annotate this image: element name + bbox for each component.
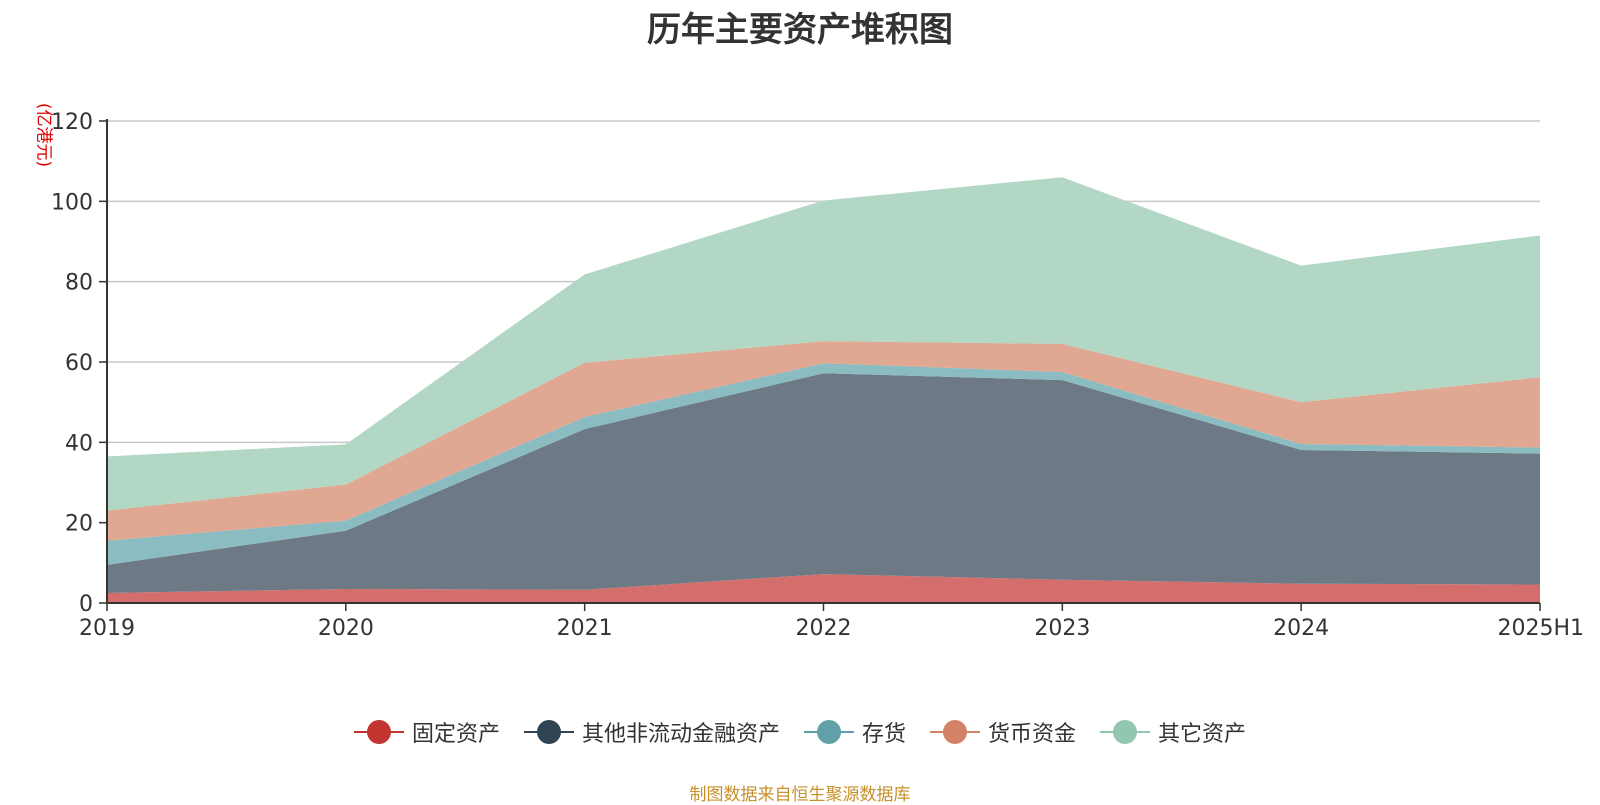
- y-tick-label: 100: [51, 190, 93, 215]
- y-tick-label: 40: [65, 431, 93, 456]
- legend-marker-icon: [353, 720, 404, 744]
- y-axis-unit-label: (亿港元): [33, 102, 54, 168]
- source-note: 制图数据来自恒生聚源数据库: [689, 785, 911, 805]
- legend-marker-icon: [803, 720, 854, 744]
- area-series-4: [107, 177, 1540, 511]
- legend-marker-icon: [1100, 720, 1151, 744]
- y-tick-label: 0: [79, 592, 93, 617]
- legend-label: 存货: [861, 722, 906, 747]
- y-tick-label: 20: [65, 512, 93, 537]
- y-tick-label: 60: [65, 351, 93, 376]
- area-series-0: [107, 574, 1540, 603]
- x-tick-label: 2023: [1034, 616, 1090, 641]
- x-tick-label: 2025H1: [1497, 616, 1584, 641]
- x-tick-label: 2022: [796, 616, 852, 641]
- legend-label: 其他非流动金融资产: [581, 722, 780, 747]
- area-series-2: [107, 363, 1540, 565]
- area-series-3: [107, 341, 1540, 541]
- axes: 0 20 40 60 80 100 120 2019 2020 2021 2022 2023 2024 2…: [51, 110, 1584, 641]
- legend-label: 固定资产: [411, 722, 500, 747]
- legend-label: 货币资金: [988, 722, 1077, 747]
- legend-item[interactable]: 存货: [803, 716, 906, 748]
- legend-item[interactable]: 其它资产: [1100, 716, 1246, 748]
- x-tick-label: 2024: [1273, 616, 1329, 641]
- area-series-1: [107, 373, 1540, 593]
- legend-item[interactable]: 货币资金: [930, 716, 1076, 748]
- chart-title: 历年主要资产堆积图: [647, 10, 953, 50]
- legend-label: 其它资产: [1158, 722, 1247, 747]
- legend-marker-icon: [930, 720, 980, 744]
- y-tick-label: 120: [51, 110, 93, 135]
- area-series: [107, 177, 1540, 603]
- legend-marker-icon: [523, 720, 574, 744]
- x-tick-label: 2019: [79, 616, 135, 641]
- legend: 固定资产 其他非流动金融资产 存货 货币资金 其它资产: [0, 716, 1600, 748]
- x-tick-label: 2021: [557, 616, 613, 641]
- x-tick-label: 2020: [318, 616, 374, 641]
- legend-item[interactable]: 其他非流动金融资产: [523, 716, 780, 748]
- legend-item[interactable]: 固定资产: [353, 716, 500, 748]
- y-tick-label: 80: [65, 271, 93, 296]
